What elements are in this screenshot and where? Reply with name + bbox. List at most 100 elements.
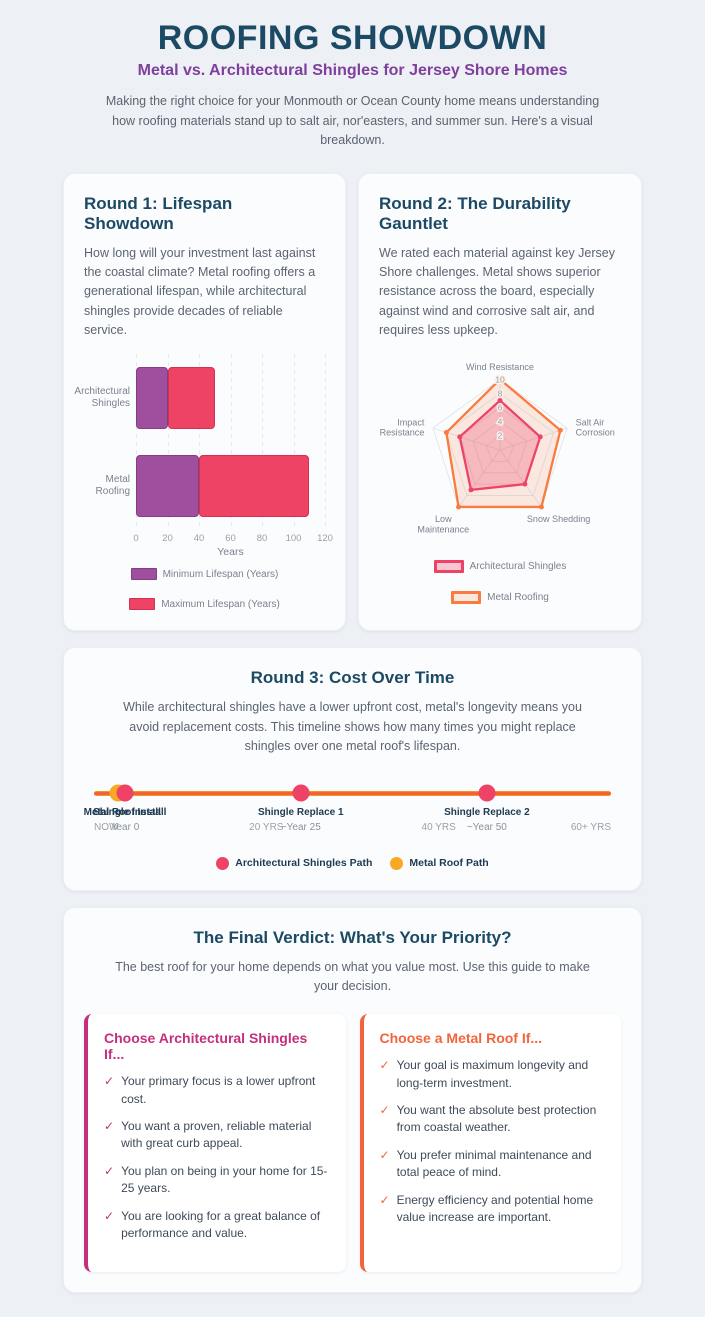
radar-spoke (499, 450, 542, 508)
verdict-column-title: Choose a Metal Roof If... (379, 1030, 543, 1047)
radar-tick-label: 10 (495, 375, 505, 385)
radar-point (468, 487, 474, 493)
bar-category-label: Architectural Shingles (74, 385, 130, 410)
verdict-list-item: ✓ You want the absolute best protection f… (380, 1102, 606, 1137)
timeline-axis-label: 60+ YRS (570, 821, 611, 833)
verdict-item-text: You prefer minimal maintenance and total… (396, 1147, 592, 1180)
verdict-item-text: You are looking for a great balance of p… (121, 1208, 321, 1240)
radar-point (557, 428, 563, 434)
gridline (167, 354, 169, 531)
radar-axis-label: Low (435, 515, 452, 525)
legend-label: Metal Roofing (487, 592, 549, 604)
event-year-label: ~Year 25 (280, 821, 321, 833)
round1-card: Round 1: Lifespan Showdown How long will… (63, 172, 346, 632)
gridline (199, 354, 200, 531)
verdict-description: The best roof for your home depends on w… (115, 959, 590, 993)
legend-label: Architectural Shingles Path (235, 857, 373, 870)
timeline-axis-label: 40 YRS (421, 821, 456, 833)
radar-point (497, 398, 503, 404)
verdict-column: Choose a Metal Roof If... ✓ Your goal is m… (359, 1014, 621, 1273)
header: ROOFING SHOWDOWN Metal vs. Architectural… (63, 19, 642, 151)
verdict-title: The Final Verdict: What's Your Priority? (193, 927, 512, 947)
radar-point (443, 430, 449, 436)
bar-row (136, 442, 325, 530)
page-subtitle: Metal vs. Architectural Shingles for Jer… (137, 62, 568, 80)
timeline-event: Metal Roof Install Shingle Install Year 0 (55, 807, 195, 833)
radar-axis-label: Maintenance (417, 525, 469, 535)
check-icon: ✓ (379, 1103, 390, 1118)
round1-description: How long will your investment last again… (84, 245, 316, 338)
x-tick-label: 100 (285, 533, 302, 545)
radar-point (497, 377, 503, 383)
verdict-list-item: ✓ Your primary focus is a lower upfront c… (104, 1073, 330, 1108)
radar-point (457, 434, 463, 440)
radar-series-architectural-shingles (458, 399, 542, 492)
event-year-label: Year 0 (110, 821, 140, 833)
radar-tick-label: 4 (498, 417, 503, 427)
radar-tick-label: 8 (498, 389, 503, 399)
verdict-column-title: Choose Architectural Shingles If... (104, 1030, 308, 1063)
radar-spoke (458, 450, 501, 508)
check-icon: ✓ (104, 1119, 115, 1134)
round2-card: Round 2: The Durability Gauntlet We rate… (358, 172, 642, 632)
legend-swatch (129, 598, 156, 611)
check-icon: ✓ (379, 1147, 390, 1162)
gridline (136, 354, 137, 531)
shingle-event-dot (292, 784, 310, 802)
event-label: Shingle Install (93, 806, 161, 818)
round1-title: Round 1: Lifespan Showdown (84, 193, 233, 233)
verdict-item-text: Your primary focus is a lower upfront co… (121, 1074, 316, 1106)
round3-card: Round 3: Cost Over Time While architectu… (63, 647, 642, 891)
x-tick-label: 20 (162, 533, 173, 545)
radar-ring (486, 435, 514, 463)
timeline-axis-label: NOW (94, 821, 119, 833)
radar-tick-label: 6 (498, 403, 503, 413)
round3-title: Round 3: Cost Over Time (250, 668, 455, 688)
verdict-list-item: ✓ You are looking for a great balance of … (104, 1208, 330, 1243)
check-icon: ✓ (379, 1058, 390, 1073)
radar-axis-label: Impact (397, 418, 425, 428)
gridline (230, 354, 232, 531)
radar-axis-label: Snow Shedding (527, 515, 590, 525)
radar-series-metal-roofing (445, 378, 562, 509)
timeline-event: Shingle Replace 1 ~Year 25 (231, 807, 371, 833)
max-lifespan-segment (167, 367, 215, 430)
round2-description: We rated each material against key Jerse… (379, 245, 615, 338)
legend-dot (390, 856, 404, 870)
gridline (325, 354, 326, 531)
verdict-list-item: ✓ Energy efficiency and potential home va… (380, 1192, 606, 1227)
legend-swatch (433, 560, 464, 574)
radar-axis-label: Wind Resistance (466, 362, 534, 372)
check-icon: ✓ (104, 1074, 115, 1089)
timeline-axis-label: 20 YRS (249, 821, 284, 833)
legend-item: Metal Roof Path (390, 856, 489, 870)
bar-plot (136, 354, 326, 531)
radar-point (522, 482, 528, 487)
bar-legend: Minimum Lifespan (Years) Maximum Lifespan… (84, 568, 325, 611)
round2-title: Round 2: The Durability Gauntlet (379, 193, 571, 233)
event-year-label: ~Year 50 (466, 821, 507, 833)
max-lifespan-segment (199, 455, 310, 518)
gridline (262, 354, 263, 531)
radar-tick-label: 2 (498, 431, 503, 441)
x-tick-label: 60 (225, 533, 236, 545)
legend-swatch (451, 591, 482, 605)
round-1-2-row: Round 1: Lifespan Showdown How long will… (63, 172, 642, 632)
bar-x-ticks: 0 20 40 60 80 100 120 (133, 530, 333, 545)
radar-point (456, 504, 462, 510)
legend-item: Metal Roofing (451, 591, 549, 605)
bar-category-label: Metal Roofing (95, 473, 130, 498)
shingle-event-dot (116, 784, 134, 802)
verdict-item-text: You plan on being in your home for 15-25… (121, 1163, 328, 1196)
verdict-list-item: ✓ Your goal is maximum longevity and long… (380, 1057, 606, 1092)
bar-category-labels: Architectural Shingles Metal Roofing (74, 354, 136, 530)
page-title: ROOFING SHOWDOWN (157, 19, 548, 57)
radar-point (538, 504, 544, 510)
legend-dot (216, 856, 230, 870)
verdict-item-text: You want the absolute best protection fr… (396, 1103, 597, 1135)
legend-label: Metal Roof Path (409, 857, 489, 870)
min-lifespan-segment (136, 367, 168, 430)
legend-item: Architectural Shingles (433, 560, 566, 574)
verdict-columns: Choose Architectural Shingles If... ✓ Your… (84, 1014, 621, 1273)
